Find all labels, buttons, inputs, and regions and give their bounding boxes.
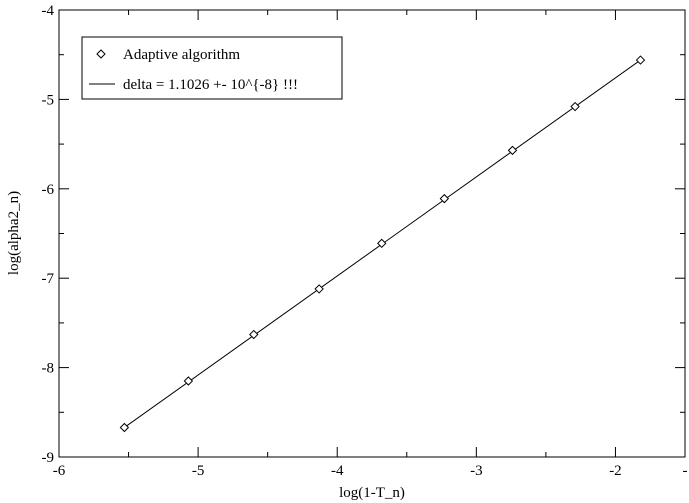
legend-diamond-marker	[96, 49, 106, 59]
data-point-diamond	[439, 193, 450, 204]
x-tick-label: -	[683, 463, 688, 479]
y-tick-label: -8	[42, 361, 55, 377]
legend-label-fit: delta = 1.1026 +- 10^{-8} !!!	[123, 77, 298, 93]
y-axis-label: log(alpha2_n)	[6, 191, 22, 275]
y-axis-ticks: -9 -8 -7 -6 -5 -4	[42, 3, 685, 466]
legend-box	[81, 36, 343, 100]
data-point-diamond	[119, 422, 130, 433]
x-tick-label: -4	[331, 463, 344, 479]
data-point-diamond	[249, 329, 259, 340]
x-tick-label: -2	[609, 463, 622, 479]
y-tick-label: -7	[42, 271, 55, 287]
y-tick-label: -5	[42, 92, 55, 108]
data-point-diamond	[570, 101, 580, 112]
adaptive-algorithm-series	[119, 55, 646, 433]
x-tick-label: -3	[470, 463, 483, 479]
data-point-diamond	[507, 145, 518, 156]
x-tick-label: -5	[192, 463, 205, 479]
legend-label-adaptive: Adaptive algorithm	[123, 47, 240, 63]
data-point-diamond	[635, 55, 646, 65]
x-axis-label: log(1-T_n)	[339, 485, 405, 501]
y-tick-label: -4	[42, 3, 55, 19]
x-tick-label: -6	[53, 463, 66, 479]
legend: Adaptive algorithm delta = 1.1026 +- 10^…	[81, 36, 343, 100]
x-axis-ticks: -6 -5 -4 -3 -2 -	[53, 10, 688, 479]
data-point-diamond	[314, 284, 324, 294]
data-point-diamond	[183, 376, 194, 386]
data-point-diamond	[377, 238, 387, 249]
y-tick-label: -9	[42, 450, 55, 466]
y-tick-label: -6	[42, 182, 55, 198]
